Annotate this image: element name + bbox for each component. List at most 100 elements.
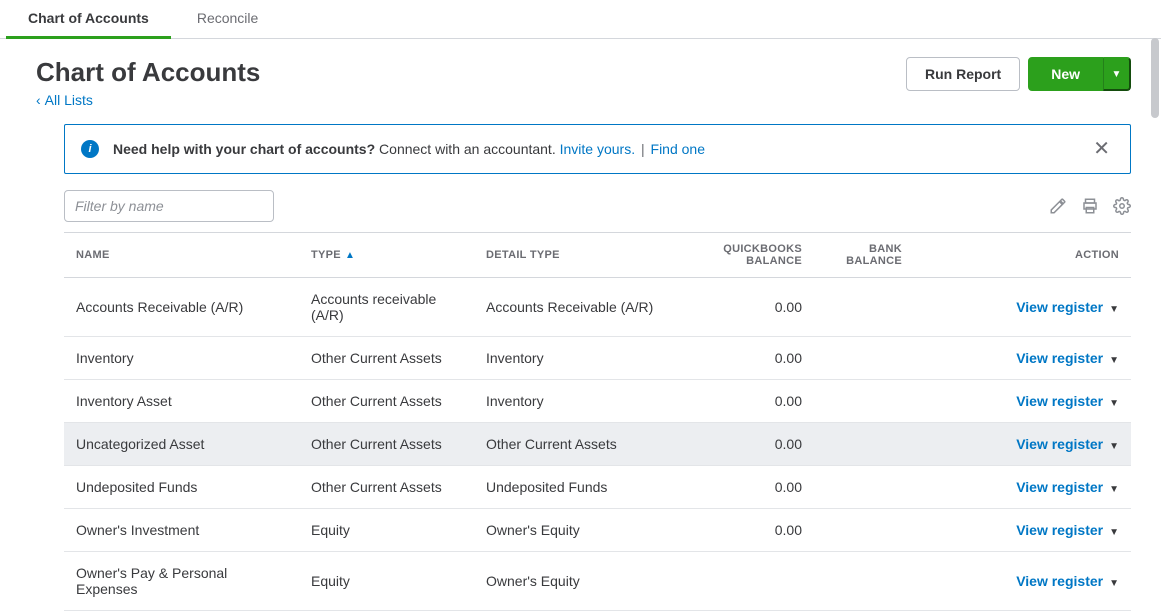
tab-label: Reconcile <box>197 10 258 26</box>
banner-plain: Connect with an accountant. <box>379 141 556 157</box>
cell-type: Other Current Assets <box>299 466 474 509</box>
run-report-button[interactable]: Run Report <box>906 57 1020 91</box>
banner-bold: Need help with your chart of accounts? <box>113 141 375 157</box>
table-row[interactable]: Undeposited FundsOther Current AssetsUnd… <box>64 466 1131 509</box>
invite-yours-link[interactable]: Invite yours. <box>560 141 635 157</box>
tab-chart-of-accounts[interactable]: Chart of Accounts <box>24 0 153 38</box>
cell-bank-balance <box>814 509 914 552</box>
close-icon[interactable]: ✕ <box>1089 139 1114 159</box>
cell-action: View register ▼ <box>914 466 1131 509</box>
cell-type: Other Current Assets <box>299 337 474 380</box>
separator: | <box>641 141 645 157</box>
col-header-bank-balance[interactable]: BANK BALANCE <box>814 233 914 278</box>
filter-input[interactable] <box>64 190 274 222</box>
scrollbar[interactable] <box>1151 38 1159 118</box>
action-dropdown-icon[interactable]: ▼ <box>1109 355 1119 366</box>
cell-name: Accounts Receivable (A/R) <box>64 278 299 337</box>
cell-name: Owner's Investment <box>64 509 299 552</box>
cell-detail: Other Current Assets <box>474 423 669 466</box>
table-row[interactable]: Owner's InvestmentEquityOwner's Equity0.… <box>64 509 1131 552</box>
action-dropdown-icon[interactable]: ▼ <box>1109 527 1119 538</box>
tab-bar: Chart of Accounts Reconcile <box>0 0 1161 39</box>
cell-qb-balance: 0.00 <box>669 337 814 380</box>
cell-detail: Inventory <box>474 380 669 423</box>
cell-bank-balance <box>814 337 914 380</box>
cell-detail: Owner's Equity <box>474 509 669 552</box>
table-row[interactable]: Accounts Receivable (A/R)Accounts receiv… <box>64 278 1131 337</box>
new-button[interactable]: New <box>1028 57 1103 91</box>
button-label: Run Report <box>925 66 1001 82</box>
cell-detail: Inventory <box>474 337 669 380</box>
cell-bank-balance <box>814 423 914 466</box>
button-label: New <box>1051 66 1080 82</box>
caret-down-icon: ▼ <box>1112 69 1122 80</box>
new-button-dropdown[interactable]: ▼ <box>1103 57 1131 91</box>
col-header-qb-balance[interactable]: QUICKBOOKS BALANCE <box>669 233 814 278</box>
cell-qb-balance <box>669 552 814 611</box>
cell-action: View register ▼ <box>914 423 1131 466</box>
cell-type: Equity <box>299 552 474 611</box>
cell-qb-balance: 0.00 <box>669 423 814 466</box>
table-row[interactable]: InventoryOther Current AssetsInventory0.… <box>64 337 1131 380</box>
cell-name: Owner's Pay & Personal Expenses <box>64 552 299 611</box>
page-title: Chart of Accounts <box>36 57 260 88</box>
cell-name: Inventory Asset <box>64 380 299 423</box>
col-header-type[interactable]: TYPE▲ <box>299 233 474 278</box>
action-dropdown-icon[interactable]: ▼ <box>1109 304 1119 315</box>
table-row[interactable]: Owner's Pay & Personal ExpensesEquityOwn… <box>64 552 1131 611</box>
view-register-link[interactable]: View register <box>1016 393 1103 409</box>
view-register-link[interactable]: View register <box>1016 479 1103 495</box>
cell-name: Undeposited Funds <box>64 466 299 509</box>
view-register-link[interactable]: View register <box>1016 436 1103 452</box>
banner-text: Need help with your chart of accounts? C… <box>113 141 1089 157</box>
tab-reconcile[interactable]: Reconcile <box>193 0 262 38</box>
info-icon: i <box>81 140 99 158</box>
table-row[interactable]: Inventory AssetOther Current AssetsInven… <box>64 380 1131 423</box>
action-dropdown-icon[interactable]: ▼ <box>1109 398 1119 409</box>
cell-action: View register ▼ <box>914 509 1131 552</box>
cell-bank-balance <box>814 466 914 509</box>
chevron-left-icon: ‹ <box>36 92 41 108</box>
cell-name: Inventory <box>64 337 299 380</box>
table-row[interactable]: Uncategorized AssetOther Current AssetsO… <box>64 423 1131 466</box>
view-register-link[interactable]: View register <box>1016 299 1103 315</box>
col-header-action[interactable]: ACTION <box>914 233 1131 278</box>
cell-bank-balance <box>814 278 914 337</box>
cell-action: View register ▼ <box>914 552 1131 611</box>
tab-label: Chart of Accounts <box>28 10 149 26</box>
cell-qb-balance: 0.00 <box>669 380 814 423</box>
cell-action: View register ▼ <box>914 380 1131 423</box>
cell-detail: Undeposited Funds <box>474 466 669 509</box>
sort-asc-icon: ▲ <box>345 250 355 261</box>
col-header-name[interactable]: NAME <box>64 233 299 278</box>
cell-bank-balance <box>814 380 914 423</box>
cell-qb-balance: 0.00 <box>669 278 814 337</box>
cell-name: Uncategorized Asset <box>64 423 299 466</box>
cell-qb-balance: 0.00 <box>669 466 814 509</box>
help-banner: i Need help with your chart of accounts?… <box>64 124 1131 174</box>
cell-detail: Accounts Receivable (A/R) <box>474 278 669 337</box>
view-register-link[interactable]: View register <box>1016 573 1103 589</box>
action-dropdown-icon[interactable]: ▼ <box>1109 484 1119 495</box>
cell-type: Accounts receivable (A/R) <box>299 278 474 337</box>
cell-detail: Owner's Equity <box>474 552 669 611</box>
breadcrumb-label: All Lists <box>45 92 93 108</box>
edit-icon[interactable] <box>1049 197 1067 215</box>
cell-action: View register ▼ <box>914 337 1131 380</box>
col-header-detail[interactable]: DETAIL TYPE <box>474 233 669 278</box>
cell-qb-balance: 0.00 <box>669 509 814 552</box>
cell-action: View register ▼ <box>914 278 1131 337</box>
view-register-link[interactable]: View register <box>1016 522 1103 538</box>
gear-icon[interactable] <box>1113 197 1131 215</box>
action-dropdown-icon[interactable]: ▼ <box>1109 441 1119 452</box>
accounts-table: NAME TYPE▲ DETAIL TYPE QUICKBOOKS BALANC… <box>64 232 1131 611</box>
cell-type: Equity <box>299 509 474 552</box>
breadcrumb-all-lists[interactable]: ‹ All Lists <box>36 92 93 108</box>
cell-type: Other Current Assets <box>299 380 474 423</box>
cell-bank-balance <box>814 552 914 611</box>
view-register-link[interactable]: View register <box>1016 350 1103 366</box>
cell-type: Other Current Assets <box>299 423 474 466</box>
action-dropdown-icon[interactable]: ▼ <box>1109 578 1119 589</box>
print-icon[interactable] <box>1081 197 1099 215</box>
find-one-link[interactable]: Find one <box>651 141 705 157</box>
